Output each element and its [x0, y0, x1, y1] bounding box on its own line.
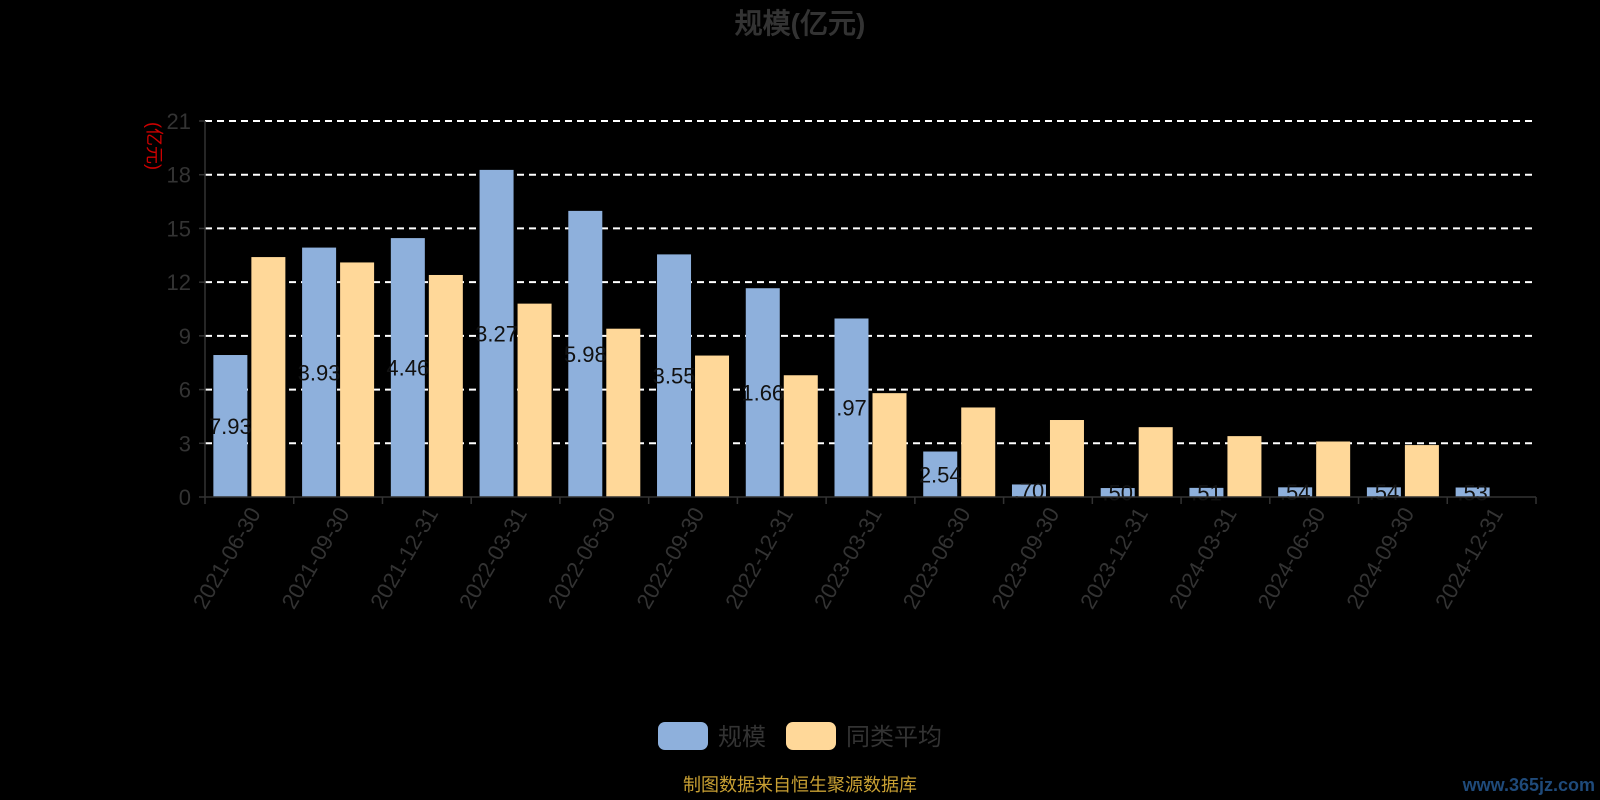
grid-lines [205, 120, 1536, 445]
bar-scale [657, 254, 692, 497]
bars: 7.93 3.93 4.46 3.27 5.98 3.55 1.66 .97 2.54 .70 .5… [209, 169, 1490, 506]
x-axis: 2021-06-30 2021-09-30 2021-12-31 2022-03-31… [188, 496, 1537, 613]
data-source-credit: 制图数据来自恒生聚源数据库 [683, 775, 917, 795]
bar-data-label: 7.93 [209, 414, 252, 439]
y-tick-label: 6 [179, 378, 191, 403]
bar-scale [1100, 488, 1135, 497]
bar-scale [1366, 487, 1401, 497]
bar-category-average [1227, 436, 1262, 497]
bar-category-average [428, 274, 463, 497]
watermark: www.365jz.com [1462, 775, 1595, 795]
bar-category-average [961, 407, 996, 497]
y-tick-label: 0 [179, 485, 191, 510]
bar-data-label: .51 [1191, 480, 1222, 505]
bar-category-average [695, 355, 730, 497]
bar-scale [479, 169, 514, 497]
x-tick-label: 2022-03-31 [454, 503, 532, 613]
bar-data-label: .54 [1369, 480, 1400, 505]
y-tick-label: 9 [179, 324, 191, 349]
y-axis: 0 3 6 9 12 15 18 21 [167, 109, 206, 510]
bar-category-average [1138, 427, 1173, 497]
legend-label[interactable]: 同类平均 [846, 724, 942, 751]
bar-scale [1278, 487, 1313, 497]
bar-scale [1455, 487, 1490, 497]
bar-data-label: .53 [1457, 480, 1488, 505]
bar-scale [302, 247, 337, 497]
bar-data-label: 4.46 [386, 356, 429, 381]
y-tick-label: 15 [167, 216, 191, 241]
x-tick-label: 2024-03-31 [1164, 503, 1242, 613]
y-tick-label: 18 [167, 163, 191, 188]
bar-category-average [1049, 420, 1084, 497]
x-tick-label: 2023-06-30 [898, 503, 976, 613]
bar-category-average [1404, 445, 1439, 497]
bar-data-label: .50 [1102, 481, 1133, 506]
bar-scale [213, 355, 248, 497]
bar-scale [834, 318, 869, 497]
bar-scale [923, 451, 958, 497]
x-tick-label: 2023-03-31 [809, 503, 887, 613]
x-tick-label: 2021-06-30 [188, 503, 266, 613]
bar-category-average [251, 257, 286, 497]
y-tick-label: 3 [179, 431, 191, 456]
y-tick-label: 12 [167, 270, 191, 295]
x-tick-label: 2024-12-31 [1430, 503, 1508, 613]
bar-data-label: .70 [1014, 479, 1045, 504]
bar-data-label: 1.66 [741, 381, 784, 406]
legend-swatch[interactable] [658, 722, 708, 750]
x-tick-label: 2024-06-30 [1253, 503, 1331, 613]
legend-swatch[interactable] [786, 722, 836, 750]
bar-data-label: .97 [836, 396, 867, 421]
bar-scale [1011, 484, 1046, 497]
bar-category-average [872, 393, 907, 497]
bar-category-average [783, 375, 818, 497]
bar-scale [568, 210, 603, 498]
bar-scale [390, 238, 425, 497]
chart-title: 规模(亿元) [735, 8, 866, 39]
bar-scale [745, 288, 780, 497]
bar-data-label: 3.93 [298, 360, 341, 385]
bar-category-average [340, 262, 375, 497]
bar-data-label: .54 [1280, 480, 1311, 505]
x-tick-label: 2023-09-30 [986, 503, 1064, 613]
x-tick-label: 2024-09-30 [1341, 503, 1419, 613]
bar-data-label: 3.27 [475, 321, 518, 346]
legend: 规模 同类平均 [658, 722, 942, 751]
bar-category-average [606, 328, 641, 497]
bar-data-label: 5.98 [564, 342, 607, 367]
x-tick-label: 2022-09-30 [631, 503, 709, 613]
bar-data-label: 3.55 [653, 364, 696, 389]
y-tick-label: 21 [167, 109, 191, 134]
y-axis-label: (亿元) [144, 122, 164, 170]
x-tick-label: 2021-09-30 [277, 503, 355, 613]
bar-category-average [1316, 441, 1351, 497]
bar-data-label: 2.54 [919, 462, 962, 487]
bar-scale [1189, 487, 1224, 497]
legend-label[interactable]: 规模 [718, 724, 766, 751]
bar-category-average [517, 303, 552, 497]
x-tick-label: 2022-12-31 [720, 503, 798, 613]
x-tick-label: 2022-06-30 [543, 503, 621, 613]
x-tick-label: 2021-12-31 [365, 503, 443, 613]
x-tick-label: 2023-12-31 [1075, 503, 1153, 613]
